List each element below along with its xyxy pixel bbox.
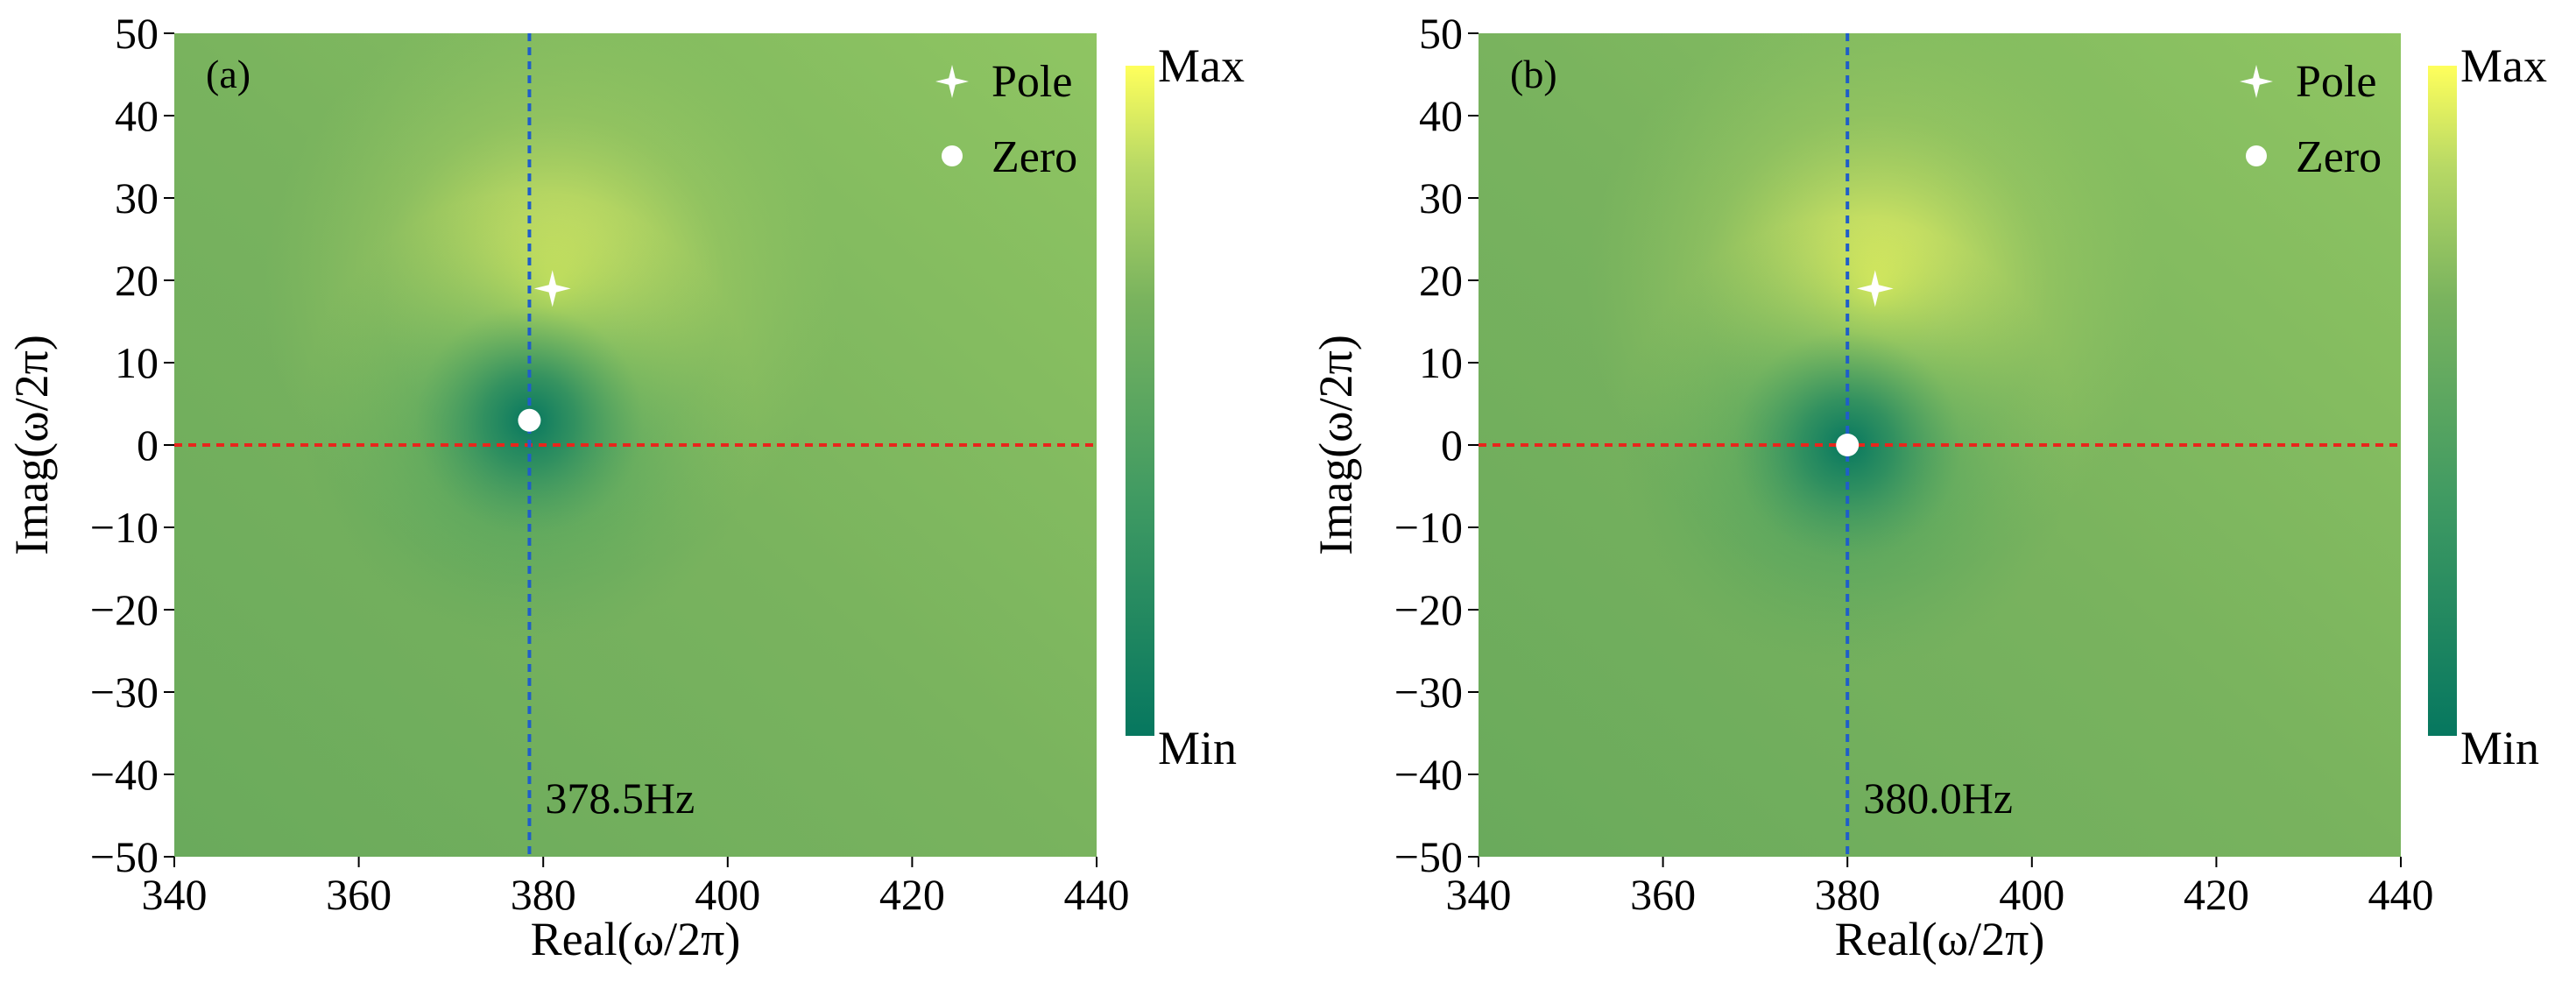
heatmap-area [1479,33,2401,857]
x-axis-label: Real(ω/2π) [1835,913,2045,965]
pole-marker [1856,270,1894,307]
colorbar-min-label: Min [1158,722,1237,774]
ytick-label: 10 [1419,338,1463,387]
colorbar [1126,66,1154,736]
ytick-label: −20 [90,585,159,634]
ytick-label: −30 [1394,668,1463,717]
ytick-label: −20 [1394,585,1463,634]
xtick-label: 340 [1446,870,1512,919]
legend-zero-label: Zero [2296,132,2382,182]
colorbar-min-label: Min [2460,722,2539,774]
legend-pole-label: Pole [2296,57,2376,107]
y-axis-label: Imag(ω/2π) [1309,335,1362,555]
ytick-label: 20 [1419,256,1463,305]
heatmap-area [174,33,1097,857]
ytick-label: −50 [90,832,159,881]
vline-label: 380.0Hz [1863,774,2013,823]
xtick-label: 440 [1064,870,1130,919]
ytick-label: 40 [115,91,159,140]
panel-label: (a) [206,52,251,96]
ytick-label: 0 [137,420,159,470]
ytick-label: 0 [1441,420,1463,470]
panel-b: (b) 380.0Hz Pole Zero 50 40 30 20 10 0 −10 −20 −30 −4… [1309,9,2547,965]
ytick-label: 20 [115,256,159,305]
xtick-label: 360 [326,870,392,919]
xtick-label: 440 [2368,870,2434,919]
pole-marker [533,270,571,307]
zero-marker [1836,434,1860,456]
ytick-label: 50 [115,9,159,58]
ytick-label: 40 [1419,91,1463,140]
panel-label: (b) [1510,52,1557,96]
ytick-label: 10 [115,338,159,387]
colorbar-max-label: Max [2460,39,2547,92]
ytick-label: 30 [115,173,159,223]
legend-zero-icon [942,145,963,166]
ytick-label: −40 [1394,750,1463,799]
xtick-label: 380 [511,870,576,919]
xtick-label: 340 [142,870,208,919]
panel-a: (a) 378.5Hz Pole Zero 50 40 30 20 10 0 −10 −20 −30 −4… [5,9,1245,965]
legend-pole-label: Pole [992,57,1072,107]
colorbar-max-label: Max [1158,39,1245,92]
legend-zero-icon [2246,145,2267,166]
xtick-label: 380 [1815,870,1881,919]
xtick-label: 400 [695,870,760,919]
legend-pole-icon [2240,65,2273,98]
legend-pole-icon [935,65,969,98]
ytick-label: −30 [90,668,159,717]
ytick-label: −50 [1394,832,1463,881]
xtick-label: 420 [2184,870,2249,919]
zero-marker [518,408,541,432]
xtick-label: 360 [1630,870,1696,919]
ytick-label: −10 [1394,503,1463,552]
x-axis-label: Real(ω/2π) [531,913,741,965]
colorbar [2428,66,2457,736]
ytick-label: −10 [90,503,159,552]
ytick-label: −40 [90,750,159,799]
vline-label: 378.5Hz [545,774,695,823]
ytick-label: 50 [1419,9,1463,58]
y-axis-label: Imag(ω/2π) [5,335,58,555]
xtick-label: 400 [1999,870,2064,919]
ytick-label: 30 [1419,173,1463,223]
legend-zero-label: Zero [992,132,1077,182]
xtick-label: 420 [879,870,945,919]
